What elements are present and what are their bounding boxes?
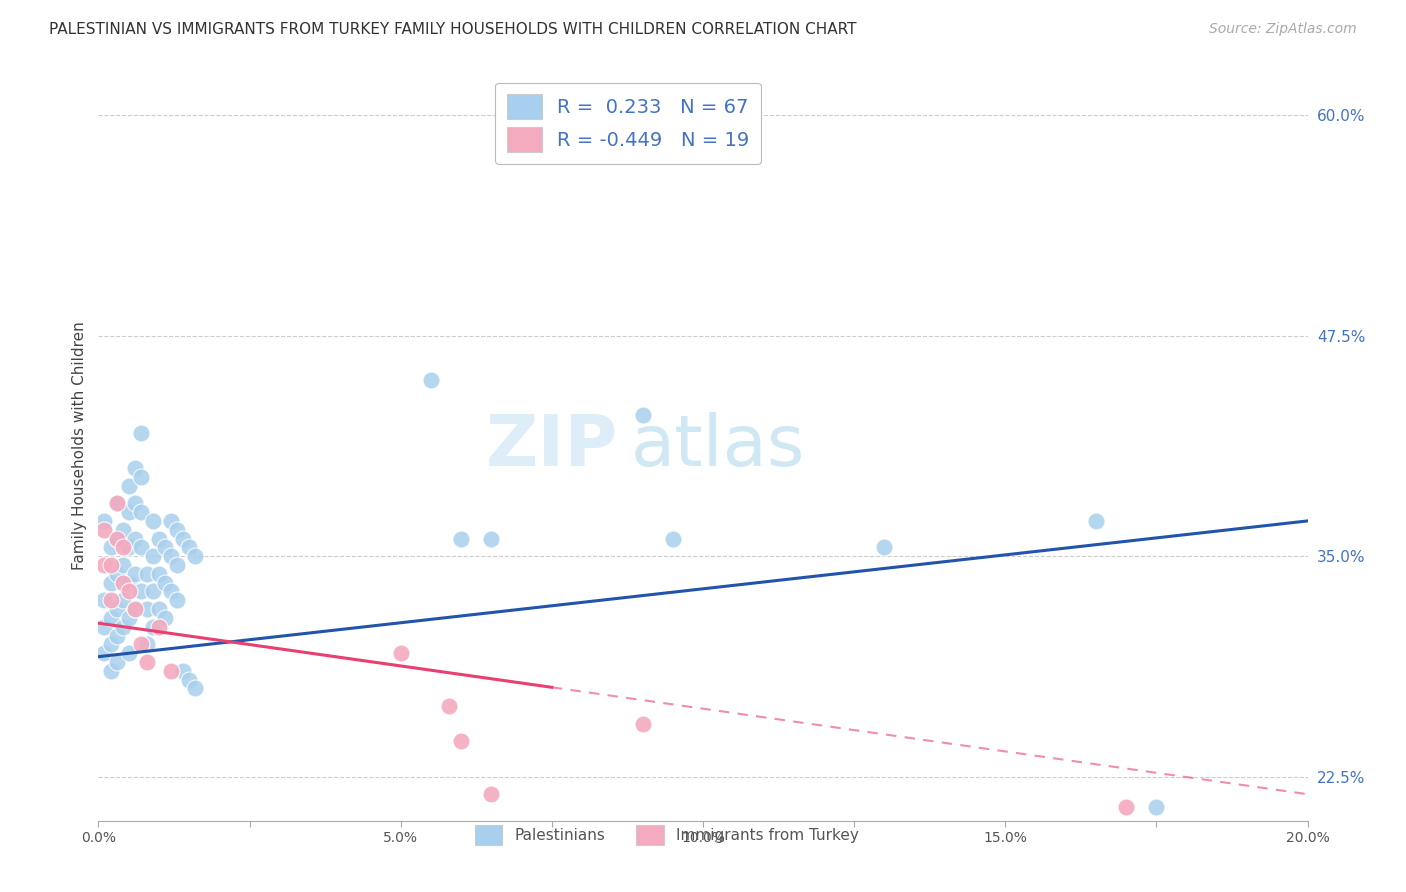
Y-axis label: Family Households with Children: Family Households with Children xyxy=(72,322,87,570)
Point xyxy=(450,734,472,748)
Point xyxy=(118,646,141,660)
Point xyxy=(105,628,128,642)
Point xyxy=(160,664,183,678)
Point xyxy=(481,787,503,801)
Point xyxy=(100,611,122,625)
Point xyxy=(389,646,412,660)
Point xyxy=(153,575,176,590)
Point xyxy=(118,575,141,590)
Point xyxy=(105,532,128,546)
Point xyxy=(111,523,134,537)
Point xyxy=(129,425,152,440)
Text: Source: ZipAtlas.com: Source: ZipAtlas.com xyxy=(1209,22,1357,37)
Point xyxy=(661,532,683,546)
Point xyxy=(135,602,157,616)
Point xyxy=(184,549,207,564)
Point xyxy=(111,593,134,607)
Point xyxy=(100,541,122,555)
Point xyxy=(100,664,122,678)
Point xyxy=(631,716,654,731)
Point xyxy=(450,532,472,546)
Point xyxy=(142,549,165,564)
Point xyxy=(420,373,443,387)
Point xyxy=(129,584,152,599)
Point xyxy=(100,637,122,651)
Point xyxy=(179,541,201,555)
Point xyxy=(105,496,128,510)
Point xyxy=(105,655,128,669)
Point xyxy=(1085,514,1108,528)
Point xyxy=(105,532,128,546)
Point xyxy=(481,532,503,546)
Point xyxy=(111,558,134,572)
Point xyxy=(118,505,141,519)
Point xyxy=(437,699,460,714)
Point xyxy=(160,549,183,564)
Point xyxy=(166,558,188,572)
Point xyxy=(129,505,152,519)
Point xyxy=(105,566,128,581)
Point xyxy=(129,637,152,651)
Point xyxy=(118,541,141,555)
Point xyxy=(142,514,165,528)
Point xyxy=(148,620,170,634)
Point xyxy=(166,523,188,537)
Point xyxy=(148,532,170,546)
Point xyxy=(124,496,146,510)
Point xyxy=(124,566,146,581)
Point xyxy=(631,408,654,422)
Point xyxy=(172,664,194,678)
Point xyxy=(1115,799,1137,814)
Text: atlas: atlas xyxy=(630,411,804,481)
Point xyxy=(93,620,115,634)
Point xyxy=(166,593,188,607)
Point xyxy=(129,541,152,555)
Point xyxy=(179,673,201,687)
Point xyxy=(118,584,141,599)
Point xyxy=(118,611,141,625)
Point xyxy=(172,532,194,546)
Point xyxy=(105,602,128,616)
Point xyxy=(153,611,176,625)
Point xyxy=(118,478,141,492)
Point xyxy=(160,514,183,528)
Point xyxy=(135,637,157,651)
Point xyxy=(873,541,896,555)
Point xyxy=(93,514,115,528)
Legend: Palestinians, Immigrants from Turkey: Palestinians, Immigrants from Turkey xyxy=(465,816,868,855)
Point xyxy=(124,532,146,546)
Text: PALESTINIAN VS IMMIGRANTS FROM TURKEY FAMILY HOUSEHOLDS WITH CHILDREN CORRELATIO: PALESTINIAN VS IMMIGRANTS FROM TURKEY FA… xyxy=(49,22,856,37)
Text: ZIP: ZIP xyxy=(486,411,619,481)
Point xyxy=(184,681,207,696)
Point xyxy=(100,558,122,572)
Point xyxy=(124,602,146,616)
Point xyxy=(1144,799,1167,814)
Point xyxy=(135,655,157,669)
Point xyxy=(142,620,165,634)
Point xyxy=(105,496,128,510)
Point xyxy=(129,470,152,484)
Point xyxy=(148,566,170,581)
Point xyxy=(148,602,170,616)
Point xyxy=(111,541,134,555)
Point xyxy=(93,558,115,572)
Point xyxy=(100,593,122,607)
Point xyxy=(135,566,157,581)
Point xyxy=(142,584,165,599)
Point xyxy=(100,575,122,590)
Point xyxy=(111,620,134,634)
Point xyxy=(93,646,115,660)
Point xyxy=(93,593,115,607)
Point xyxy=(124,602,146,616)
Point xyxy=(111,575,134,590)
Point xyxy=(153,541,176,555)
Point xyxy=(93,523,115,537)
Point xyxy=(160,584,183,599)
Point xyxy=(124,461,146,475)
